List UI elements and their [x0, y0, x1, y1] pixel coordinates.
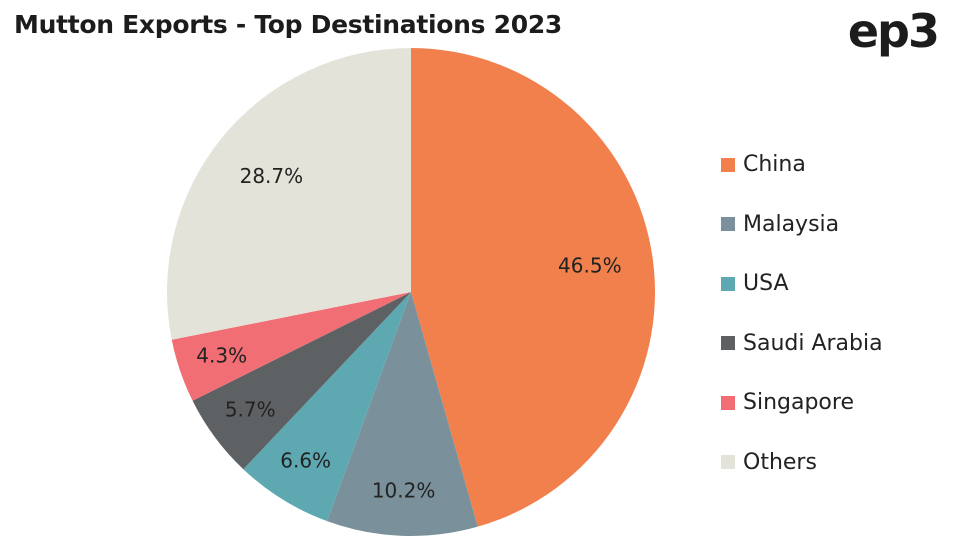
legend-swatch [721, 336, 735, 351]
legend-item: USA [721, 254, 883, 314]
slice-data-label: 5.7% [225, 398, 276, 422]
legend: China Malaysia USA Saudi Arabia Singapore Oth… [721, 135, 883, 492]
legend-label: Singapore [743, 390, 854, 416]
legend-label: Others [743, 449, 817, 475]
legend-item: Others [721, 433, 883, 493]
slice-data-label: 46.5% [558, 254, 622, 278]
slice-data-label: 6.6% [280, 449, 331, 473]
pie-slice-malaysia [327, 292, 478, 536]
legend-label: Malaysia [743, 211, 840, 237]
legend-label: Saudi Arabia [743, 330, 883, 356]
pie-slice-others [166, 48, 411, 340]
pie-slice-singapore [171, 292, 411, 401]
pie-slice-usa [243, 292, 411, 522]
legend-swatch [721, 217, 735, 232]
slice-data-label: 4.3% [196, 343, 247, 367]
legend-item: Saudi Arabia [721, 314, 883, 374]
legend-swatch [721, 157, 735, 172]
pie-slice-saudi-arabia [192, 292, 411, 470]
brand-logo: ep3 [847, 4, 940, 58]
legend-label: China [743, 152, 806, 178]
legend-item: Singapore [721, 373, 883, 433]
legend-item: China [721, 135, 883, 195]
legend-swatch [721, 455, 735, 470]
pie-slice-china [411, 48, 655, 527]
slice-data-label: 28.7% [240, 164, 304, 188]
legend-swatch [721, 395, 735, 410]
legend-item: Malaysia [721, 195, 883, 255]
chart-title: Mutton Exports - Top Destinations 2023 [14, 10, 563, 39]
legend-swatch [721, 276, 735, 291]
slice-data-label: 10.2% [372, 478, 436, 502]
legend-label: USA [743, 271, 789, 297]
